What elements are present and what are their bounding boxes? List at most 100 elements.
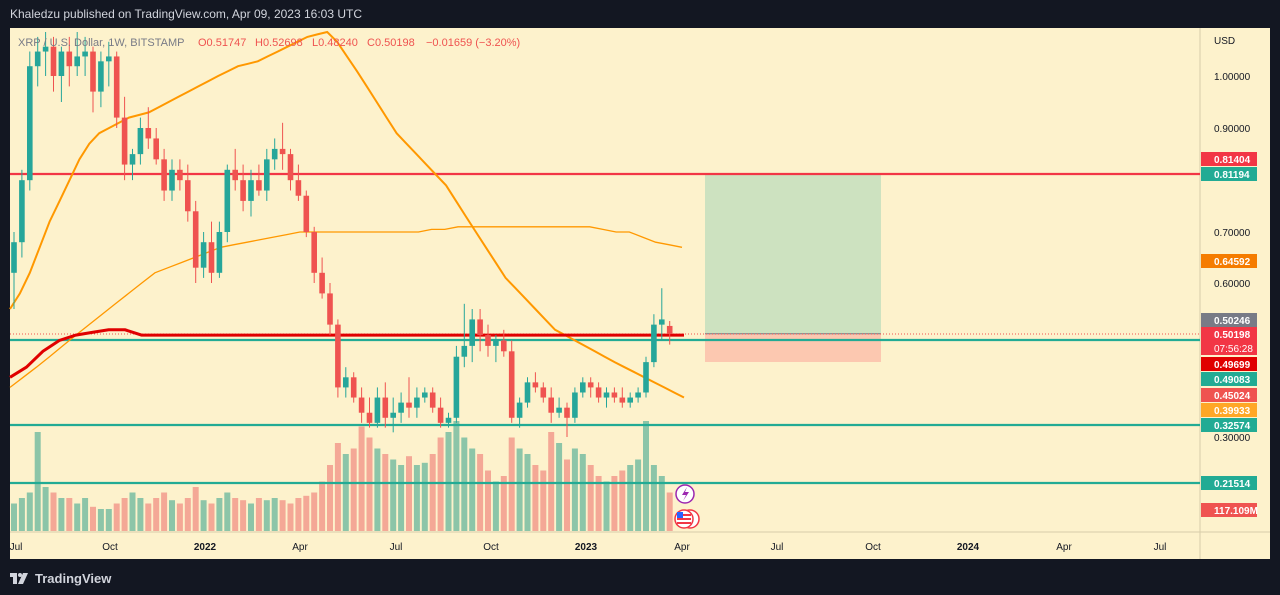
candle-body [279, 148, 286, 155]
volume-bar [650, 465, 657, 531]
candle-body [366, 412, 373, 423]
candle-body [564, 407, 570, 418]
candle-body [113, 56, 120, 118]
price-label-box [1201, 254, 1257, 268]
legend-close: C0.50198 [367, 37, 415, 49]
ohlc-legend: XRP / U.S. Dollar, 1W, BITSTAMP O0.51747… [18, 37, 520, 49]
candle-body [350, 377, 357, 398]
price-label-box [1201, 152, 1257, 166]
price-tick-label: 1.00000 [1214, 72, 1251, 83]
volume-bar [303, 495, 310, 531]
price-axis[interactable] [1200, 28, 1270, 532]
volume-bar [224, 492, 231, 531]
candle-body [177, 169, 183, 181]
countdown-text: 07:56:28 [1214, 344, 1253, 355]
price-label-text: 117.109M [1214, 506, 1258, 517]
time-axis[interactable] [10, 532, 1200, 559]
candlesticks [11, 32, 673, 437]
candle-body [90, 51, 96, 92]
legend-change: −0.01659 (−3.20%) [426, 37, 520, 49]
time-tick-label: 2024 [957, 542, 980, 553]
time-tick-label: 2022 [194, 542, 217, 553]
legend-symbol: XRP / U.S. Dollar, 1W, BITSTAMP [18, 37, 184, 49]
time-tick-label: Apr [292, 542, 308, 553]
profit-zone [705, 174, 881, 334]
candle-body [153, 138, 159, 160]
price-label-text: 0.64592 [1214, 257, 1251, 268]
candle-body [627, 397, 633, 403]
candle-body [469, 319, 475, 346]
price-tick-label: 0.60000 [1214, 279, 1251, 290]
volume-bar [105, 509, 112, 531]
candle-body [374, 397, 381, 423]
time-tick-label: Oct [865, 542, 881, 553]
tradingview-brand[interactable]: TradingView [10, 571, 111, 586]
price-label-box [1201, 403, 1257, 417]
candle-body [358, 397, 365, 413]
price-label-text: 0.39933 [1214, 406, 1251, 417]
volume-bar [50, 492, 57, 531]
price-chart[interactable]: XRP / U.S. Dollar, 1W, BITSTAMP O0.51747… [0, 28, 1280, 562]
volume-bar [97, 509, 104, 531]
candle-body [343, 377, 349, 388]
volume-bar [485, 470, 491, 531]
volume-bar [603, 481, 610, 531]
lightning-icon[interactable] [675, 484, 695, 504]
volume-bar [113, 503, 120, 531]
price-label-box [1201, 313, 1257, 327]
price-label-box [1201, 167, 1257, 181]
volume-bar [90, 506, 96, 531]
volume-bar [121, 498, 128, 531]
candle-body [524, 382, 531, 403]
candle-body [224, 169, 231, 232]
price-labels: 0.81404 0.81194 0.64592 0.50246 0.50198 07:56… [1201, 152, 1258, 517]
candle-body [145, 128, 152, 139]
candle-body [185, 180, 191, 212]
price-label-box [1201, 476, 1257, 490]
candle-body [335, 324, 341, 388]
long-position-tool[interactable] [705, 174, 881, 362]
candle-body [287, 154, 294, 181]
candle-body [453, 356, 460, 418]
candle-body [82, 51, 88, 57]
volume-bar [571, 448, 578, 531]
publish-header: Khaledzu published on TradingView.com, A… [0, 0, 1280, 28]
candle-body [311, 232, 317, 273]
ma-red-line [9, 328, 684, 379]
candle-body [161, 159, 167, 191]
volume-bar [350, 448, 357, 531]
volume-bar [26, 492, 33, 531]
candle-body [485, 335, 491, 346]
candle-body [98, 61, 104, 92]
volume-bar [587, 465, 594, 531]
candle-body [34, 51, 41, 67]
price-label-box [1201, 503, 1257, 517]
tradingview-logo-icon [10, 572, 28, 584]
volume-bar [477, 454, 484, 531]
volume-bar [461, 437, 468, 531]
candle-body [208, 242, 215, 273]
candle-body [666, 325, 673, 334]
candle-body [516, 402, 523, 418]
candle-body [501, 340, 507, 352]
legend-open: O0.51747 [198, 37, 246, 49]
candle-body [643, 362, 649, 393]
currency-label: USD [1214, 36, 1235, 47]
candle-body [121, 117, 128, 165]
time-tick-label: Jul [10, 542, 23, 553]
volume-bar [421, 462, 428, 531]
chart-background [10, 28, 1200, 532]
volume-bar [200, 500, 207, 531]
us-flag-icon[interactable] [674, 509, 700, 529]
volume-bar [627, 465, 634, 531]
volume-bar [34, 432, 41, 531]
candle-body [50, 46, 57, 76]
price-tick-label: 0.90000 [1214, 124, 1251, 135]
candle-body [106, 56, 112, 62]
footer-bar: TradingView [0, 562, 1280, 595]
price-label-text: 0.81194 [1214, 170, 1250, 181]
stop-zone [705, 333, 881, 362]
candle-body [327, 293, 333, 325]
volume-bar [287, 503, 294, 531]
price-label-text: 0.49083 [1214, 375, 1251, 386]
